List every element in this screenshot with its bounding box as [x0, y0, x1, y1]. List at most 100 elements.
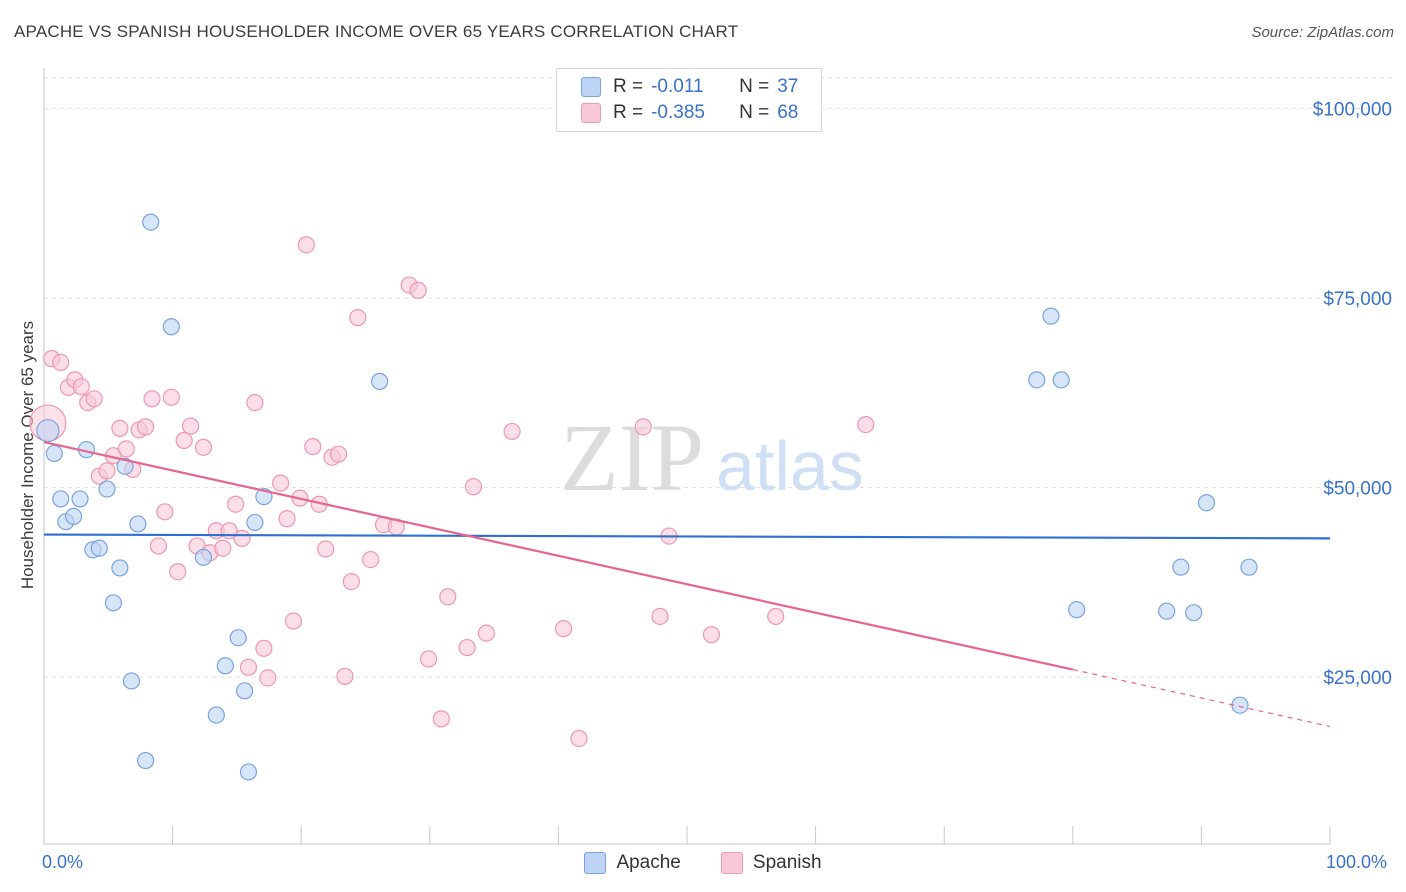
data-point-apache	[1240, 558, 1258, 576]
data-point-spanish	[554, 620, 573, 638]
x-tick-max: 100.0%	[1326, 852, 1388, 872]
trend-line-extension-spanish	[1072, 668, 1331, 728]
data-point-spanish	[278, 510, 296, 528]
trend-line-spanish	[43, 440, 1074, 671]
legend-row-spanish: R = -0.385 N = 68	[581, 101, 798, 125]
data-point-apache	[122, 672, 141, 690]
series-swatch-spanish	[720, 852, 743, 874]
data-point-apache	[246, 513, 264, 532]
data-point-spanish	[857, 415, 875, 434]
data-point-spanish	[767, 607, 785, 626]
trend-line-apache	[43, 533, 1331, 540]
data-point-spanish	[214, 539, 232, 557]
data-point-apache	[162, 318, 180, 336]
data-point-apache	[136, 751, 155, 770]
data-point-spanish	[182, 417, 200, 435]
data-point-apache	[71, 490, 89, 508]
data-point-apache	[111, 559, 129, 577]
legend-n-value: 68	[777, 102, 799, 123]
legend-swatch-spanish	[581, 103, 601, 123]
data-point-spanish	[304, 437, 322, 456]
data-point-spanish	[284, 612, 303, 630]
legend-r-label: R =	[613, 76, 644, 97]
data-point-spanish	[702, 626, 721, 644]
data-point-spanish	[233, 529, 251, 547]
data-point-apache	[229, 629, 247, 647]
data-point-spanish	[227, 495, 245, 513]
grid-lines	[44, 77, 1392, 678]
y-tick-label: $75,000	[1323, 289, 1392, 310]
data-point-spanish	[246, 394, 264, 412]
data-point-apache	[1028, 371, 1046, 389]
data-point-spanish	[149, 537, 168, 555]
data-point-apache	[216, 657, 234, 675]
chart-source: Source: ZipAtlas.com	[1251, 24, 1394, 41]
y-tick-label: $50,000	[1323, 479, 1392, 500]
legend-r-value: -0.385	[651, 102, 705, 123]
data-point-spanish	[136, 418, 155, 436]
data-point-spanish	[477, 624, 495, 642]
data-point-spanish	[342, 572, 360, 591]
data-point-apache	[36, 419, 60, 443]
data-point-apache	[1068, 601, 1086, 619]
data-point-spanish	[349, 309, 367, 327]
data-point-apache	[129, 515, 147, 533]
y-tick-label: $100,000	[1313, 99, 1392, 120]
data-point-spanish	[362, 550, 380, 569]
data-point-spanish	[329, 445, 348, 463]
data-point-spanish	[409, 281, 427, 299]
data-point-spanish	[175, 431, 193, 450]
data-point-spanish	[651, 607, 669, 626]
correlation-legend: R = -0.011 N = 37 R = -0.385 N = 68	[556, 68, 822, 132]
data-point-apache	[52, 490, 70, 508]
data-point-apache	[1231, 696, 1249, 714]
watermark-atlas: atlas	[716, 427, 864, 505]
data-point-spanish	[503, 422, 521, 441]
x-tick-min: 0.0%	[42, 852, 84, 872]
data-point-spanish	[464, 478, 483, 496]
data-point-spanish	[272, 474, 290, 492]
data-point-apache	[1172, 558, 1190, 576]
series-legend-spanish: Spanish	[720, 852, 822, 874]
data-point-spanish	[458, 638, 476, 657]
data-point-spanish	[432, 710, 450, 728]
data-point-apache	[142, 213, 160, 231]
axes	[43, 68, 1331, 845]
data-point-apache	[207, 706, 225, 724]
data-point-spanish	[72, 378, 90, 396]
data-point-spanish	[297, 236, 315, 254]
data-point-spanish	[169, 563, 187, 581]
legend-row-apache: R = -0.011 N = 37	[581, 75, 798, 99]
data-point-spanish	[52, 353, 70, 372]
data-point-apache	[371, 372, 389, 390]
data-point-apache	[1197, 494, 1216, 512]
data-point-spanish	[98, 462, 116, 480]
legend-swatch-apache	[581, 77, 601, 97]
data-point-spanish	[85, 390, 103, 408]
data-point-spanish	[111, 419, 129, 437]
data-point-apache	[1042, 307, 1060, 325]
series-label-spanish: Spanish	[752, 852, 822, 873]
data-points	[29, 213, 1258, 781]
trend-lines	[43, 440, 1331, 728]
legend-r-label: R =	[613, 102, 644, 123]
data-point-spanish	[419, 650, 438, 668]
series-swatch-apache	[584, 852, 607, 874]
data-point-apache	[104, 594, 123, 612]
data-point-spanish	[439, 588, 457, 606]
series-label-apache: Apache	[616, 852, 681, 873]
y-tick-label: $25,000	[1323, 668, 1392, 689]
data-point-spanish	[194, 438, 213, 456]
data-point-apache	[1158, 602, 1176, 620]
legend-n-value: 37	[777, 76, 799, 97]
data-point-apache	[45, 444, 63, 463]
data-point-apache	[239, 763, 258, 781]
legend-n-label: N =	[739, 102, 770, 123]
data-point-apache	[90, 539, 108, 557]
watermark-zip: ZIP	[560, 404, 704, 511]
data-point-apache	[64, 507, 83, 525]
data-point-spanish	[570, 729, 588, 748]
series-legend-apache: Apache	[584, 852, 681, 874]
data-point-spanish	[634, 418, 652, 436]
legend-r-value: -0.011	[651, 76, 704, 97]
